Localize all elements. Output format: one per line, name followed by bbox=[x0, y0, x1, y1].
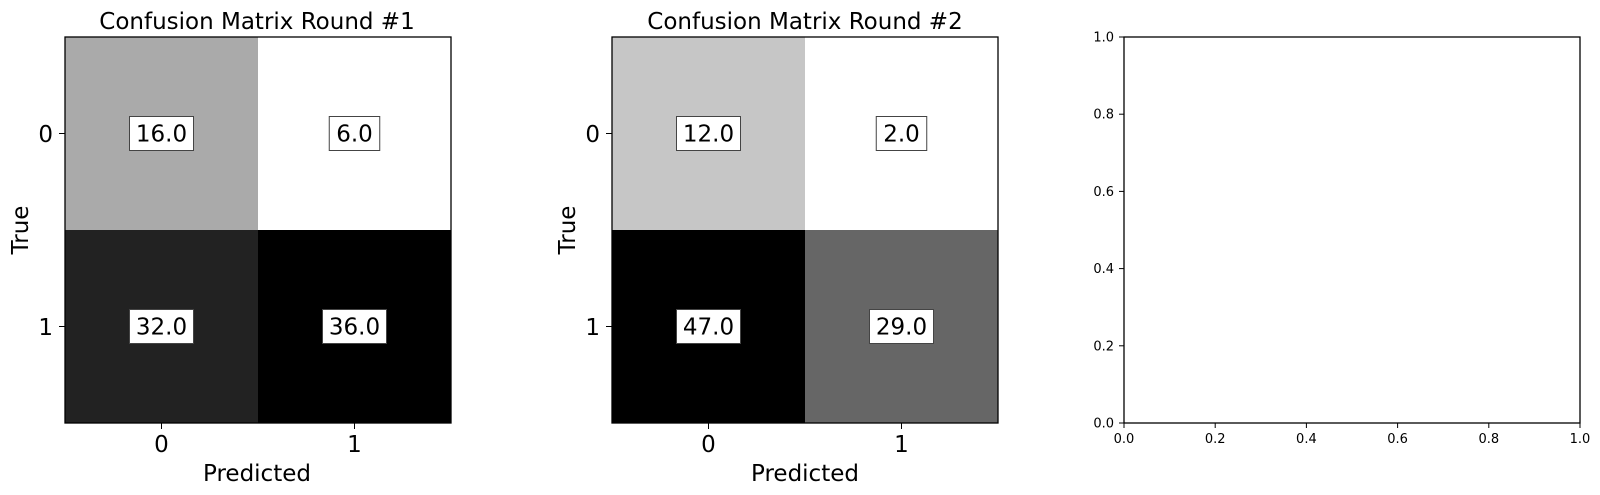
chart-3-x-ticks: 0.0 0.2 0.4 0.6 0.8 1.0 bbox=[1114, 423, 1591, 447]
chart-1-frame bbox=[64, 36, 452, 424]
chart-2-title: Confusion Matrix Round #2 bbox=[647, 9, 962, 35]
chart-3-y-tick-label: 0.2 bbox=[1093, 339, 1114, 354]
cell-value-box bbox=[676, 309, 741, 344]
chart-1-cells: 16.0 6.0 32.0 36.0 bbox=[65, 37, 451, 423]
chart-1-y-tick-label: 0 bbox=[38, 122, 53, 148]
chart-1-x-tick-label: 1 bbox=[347, 432, 362, 458]
empty-axes-panel: 0.0 0.2 0.4 0.6 0.8 1.0 0.0 0.2 0.4 0.6 … bbox=[1093, 31, 1590, 448]
cell-value-label: 12.0 bbox=[683, 122, 734, 148]
chart-3-y-ticks: 0.0 0.2 0.4 0.6 0.8 1.0 bbox=[1093, 31, 1124, 432]
chart-2-x-tick-label: 0 bbox=[701, 432, 716, 458]
chart-1-title: Confusion Matrix Round #1 bbox=[99, 9, 414, 35]
cell-value-box bbox=[328, 116, 381, 151]
cell-value-label: 32.0 bbox=[136, 315, 187, 341]
chart-3-x-tick-label: 0.8 bbox=[1478, 432, 1499, 447]
chart-3-x-tick-label: 0.0 bbox=[1114, 432, 1135, 447]
chart-3-y-tick-label: 0.0 bbox=[1093, 417, 1114, 432]
chart-3-y-tick-label: 0.6 bbox=[1093, 185, 1114, 200]
chart-1-y-tick-label: 1 bbox=[38, 315, 53, 341]
chart-3-x-tick-label: 1.0 bbox=[1570, 432, 1591, 447]
cell-value-box bbox=[129, 309, 194, 344]
chart-2-cells: 12.0 2.0 47.0 29.0 bbox=[612, 37, 998, 423]
cell-value-label: 16.0 bbox=[136, 122, 187, 148]
confusion-matrix-round-2: Confusion Matrix Round #2 12.0 2.0 47.0 29.… bbox=[555, 9, 999, 487]
confusion-matrix-round-1: Confusion Matrix Round #1 16.0 6.0 32.0 36.… bbox=[8, 9, 452, 487]
chart-3-y-tick-label: 0.8 bbox=[1093, 108, 1114, 123]
cell-value-box bbox=[676, 116, 741, 151]
cell-value-label: 2.0 bbox=[883, 122, 920, 148]
chart-3-frame bbox=[1123, 36, 1581, 424]
chart-1-x-axis-label: Predicted bbox=[203, 461, 311, 487]
cell-value-label: 29.0 bbox=[876, 315, 927, 341]
cell-value-label: 36.0 bbox=[329, 315, 380, 341]
chart-2-frame bbox=[611, 36, 999, 424]
chart-2-y-tick-label: 1 bbox=[585, 315, 600, 341]
chart-3-x-tick-label: 0.6 bbox=[1387, 432, 1408, 447]
cell-value-box bbox=[875, 116, 928, 151]
cell-value-box bbox=[322, 309, 387, 344]
cell-value-box bbox=[129, 116, 194, 151]
chart-3-x-tick-label: 0.2 bbox=[1205, 432, 1226, 447]
cell-value-box bbox=[869, 309, 934, 344]
chart-3-y-tick-label: 1.0 bbox=[1093, 31, 1114, 46]
chart-2-y-tick-label: 0 bbox=[585, 122, 600, 148]
cell-value-label: 6.0 bbox=[336, 122, 373, 148]
chart-2-y-axis-label: True bbox=[555, 206, 581, 256]
chart-1-x-tick-label: 0 bbox=[154, 432, 169, 458]
chart-3-y-tick-label: 0.4 bbox=[1093, 262, 1114, 277]
cell-value-label: 47.0 bbox=[683, 315, 734, 341]
chart-1-y-axis-label: True bbox=[8, 206, 34, 256]
chart-2-x-axis-label: Predicted bbox=[751, 461, 859, 487]
chart-3-x-tick-label: 0.4 bbox=[1296, 432, 1317, 447]
chart-2-x-tick-label: 1 bbox=[894, 432, 909, 458]
